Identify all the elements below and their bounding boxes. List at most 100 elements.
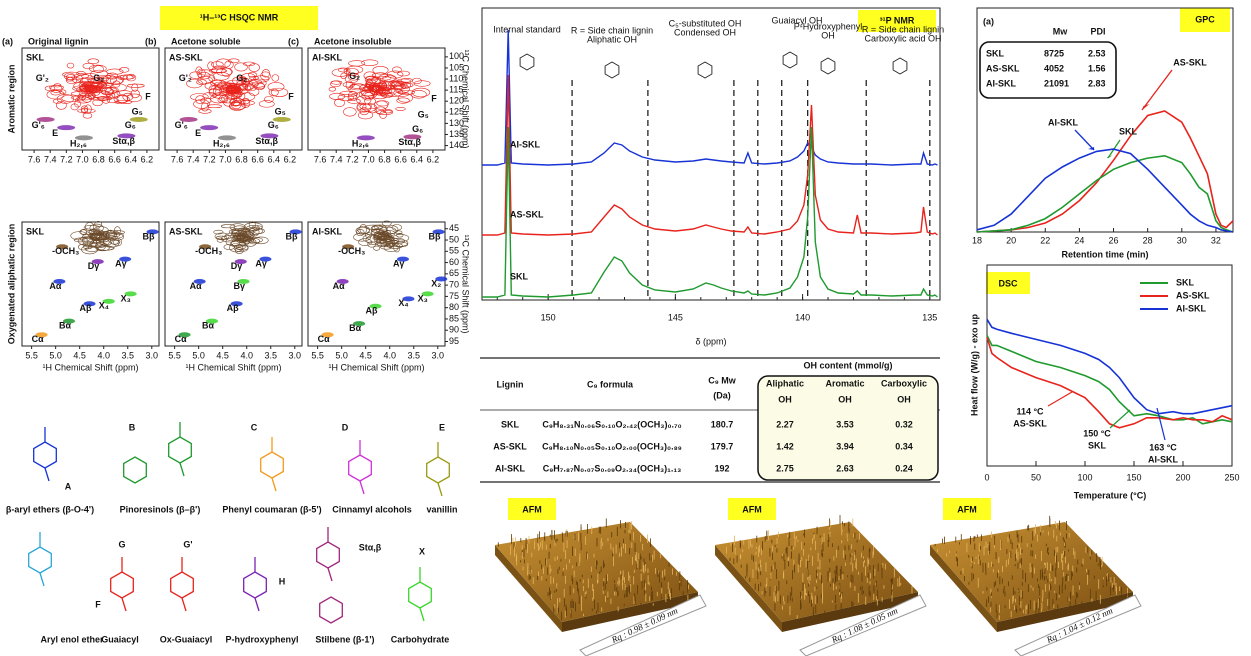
x-tick-label: 5.0 bbox=[192, 350, 205, 360]
contour bbox=[365, 77, 381, 87]
contour bbox=[216, 83, 228, 89]
ring bbox=[168, 436, 192, 464]
signal-label: G₆ bbox=[125, 120, 136, 130]
afm-side bbox=[997, 592, 1133, 632]
contour bbox=[234, 225, 245, 230]
x-tick-label: 3.0 bbox=[432, 350, 445, 360]
contour bbox=[271, 74, 280, 82]
contour bbox=[214, 81, 228, 88]
bond bbox=[271, 477, 277, 492]
annotation: 150 °C bbox=[1083, 428, 1111, 438]
contour bbox=[53, 83, 62, 88]
contour bbox=[89, 233, 106, 241]
signal bbox=[146, 229, 159, 235]
signal-label: Bα bbox=[349, 323, 361, 333]
afm-side bbox=[782, 592, 918, 632]
annotation: Carboxylic acid OH bbox=[864, 33, 941, 43]
contour bbox=[225, 89, 241, 99]
signal-label: G₂ bbox=[93, 73, 104, 83]
contour bbox=[330, 80, 343, 85]
table-header: OH bbox=[838, 394, 852, 404]
x-tick-label: 3.0 bbox=[146, 350, 159, 360]
contour bbox=[386, 70, 404, 79]
contour bbox=[382, 75, 397, 82]
x-tick-label: 5.0 bbox=[49, 350, 62, 360]
signal-label: Stα,β bbox=[112, 136, 135, 146]
table-cell: 21091 bbox=[1044, 78, 1069, 88]
y-tick-label: 140 bbox=[449, 140, 464, 150]
contour bbox=[358, 110, 374, 120]
signal bbox=[56, 244, 69, 250]
contour bbox=[89, 223, 104, 233]
structure-caption: Pinoresinols (β–β') bbox=[120, 504, 201, 514]
contour bbox=[238, 229, 255, 235]
signal-label: Aβ bbox=[80, 303, 92, 313]
ring bbox=[110, 571, 134, 599]
table-box bbox=[979, 41, 1117, 99]
panel-letter: (a) bbox=[2, 36, 13, 46]
contour bbox=[126, 93, 142, 103]
annotation: Aliphatic OH bbox=[587, 34, 637, 44]
signal bbox=[200, 125, 219, 131]
structure-letter: Stα,β bbox=[359, 542, 382, 552]
contour bbox=[334, 98, 345, 107]
contour bbox=[397, 93, 413, 103]
contour bbox=[367, 84, 380, 91]
contour bbox=[222, 82, 241, 93]
contour bbox=[228, 229, 239, 235]
x-tick-label: 7.6 bbox=[314, 154, 327, 164]
contour bbox=[410, 90, 427, 99]
signal-label: H₂,₆ bbox=[352, 138, 369, 148]
x-tick-label: 7.0 bbox=[219, 154, 232, 164]
contour bbox=[392, 234, 410, 242]
table-header: PDI bbox=[1090, 26, 1105, 36]
signal-label: X₃ bbox=[121, 293, 131, 303]
signal-label: X₄ bbox=[99, 301, 109, 311]
signal bbox=[289, 229, 302, 235]
contour bbox=[105, 75, 124, 85]
bond bbox=[437, 482, 443, 497]
signal bbox=[199, 244, 212, 250]
arrow bbox=[1156, 407, 1166, 441]
contour bbox=[258, 100, 275, 108]
ring bbox=[408, 581, 432, 609]
afm-base bbox=[579, 594, 707, 656]
contour bbox=[95, 245, 114, 251]
table-cell: 180.7 bbox=[711, 419, 734, 429]
series-label: SKL bbox=[1119, 126, 1138, 136]
signal bbox=[237, 278, 250, 284]
x-tick-label: 135 bbox=[922, 312, 937, 322]
contour bbox=[62, 71, 81, 78]
y-tick-label: 105 bbox=[449, 62, 464, 72]
contour bbox=[356, 95, 372, 105]
bond bbox=[181, 597, 187, 612]
x-tick-label: 0 bbox=[984, 472, 989, 482]
contour bbox=[105, 92, 116, 99]
contour bbox=[59, 89, 67, 95]
contour bbox=[394, 84, 410, 94]
table-cell: C₉H₈.₁₀N₀.₀₅S₀.₁₀O₂.₀₀(OCH₃)₀.₈₉ bbox=[542, 441, 682, 451]
signal bbox=[205, 318, 218, 324]
contour bbox=[87, 88, 101, 97]
contour bbox=[391, 80, 405, 89]
contour bbox=[363, 86, 375, 91]
contour bbox=[373, 245, 381, 251]
signal bbox=[342, 244, 355, 250]
contour bbox=[99, 238, 110, 246]
contour bbox=[50, 90, 61, 96]
contour bbox=[74, 100, 81, 108]
x-tick-label: 7.0 bbox=[76, 154, 89, 164]
contour bbox=[379, 110, 387, 119]
contour bbox=[348, 84, 362, 94]
signal bbox=[260, 133, 279, 139]
arrow bbox=[1074, 129, 1095, 151]
contour bbox=[391, 224, 403, 231]
panel-letter: (c) bbox=[288, 36, 299, 46]
x-tick-label: 24 bbox=[1074, 235, 1084, 245]
x-tick-label: 3.5 bbox=[264, 350, 277, 360]
signal bbox=[129, 117, 148, 123]
signal bbox=[234, 259, 247, 265]
signal bbox=[356, 135, 375, 141]
contour bbox=[379, 235, 391, 245]
chart-title: ³¹P NMR bbox=[880, 15, 915, 25]
